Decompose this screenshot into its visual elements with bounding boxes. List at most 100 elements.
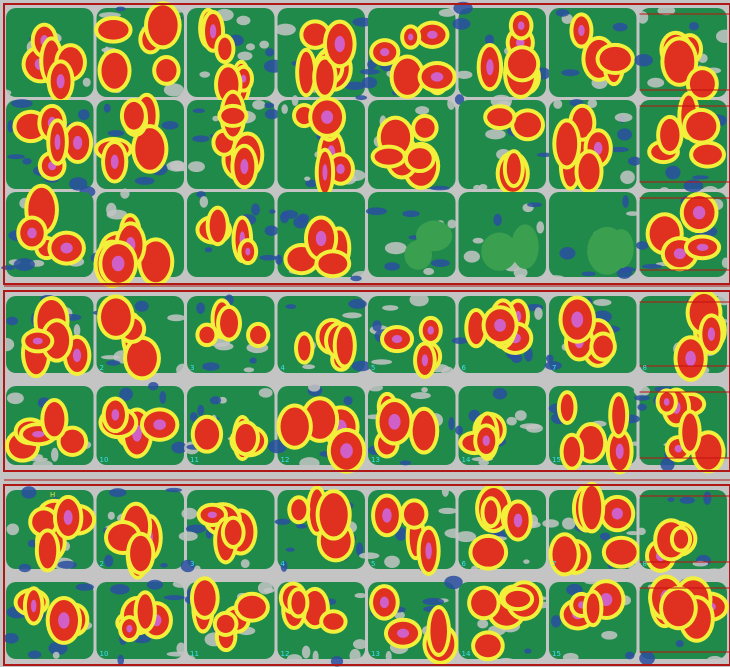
uptake: [582, 486, 601, 530]
uptake: [600, 47, 631, 71]
orientation-marker: H: [50, 491, 55, 499]
slice-label: 11: [190, 650, 199, 658]
noise: [302, 364, 315, 369]
uptake: [335, 36, 345, 52]
uptake: [674, 530, 688, 549]
slice-label: 10: [100, 650, 109, 658]
uptake: [415, 118, 434, 138]
uptake: [195, 419, 219, 450]
uptake: [571, 312, 583, 328]
uptake: [318, 253, 347, 274]
noise: [117, 655, 124, 666]
noise: [350, 276, 361, 282]
uptake: [33, 338, 43, 345]
noise: [282, 210, 299, 219]
noise: [147, 580, 163, 590]
uptake: [578, 153, 599, 189]
noise: [551, 615, 561, 627]
noise: [194, 565, 201, 572]
uptake: [578, 25, 584, 36]
noise: [159, 391, 166, 404]
uptake: [55, 134, 61, 150]
noise: [106, 203, 116, 217]
uptake: [708, 327, 715, 340]
noise: [455, 425, 463, 434]
noise: [275, 24, 296, 36]
noise: [479, 184, 488, 190]
noise: [263, 588, 274, 593]
uptake: [593, 336, 613, 358]
noise: [275, 519, 291, 525]
noise: [542, 519, 559, 527]
uptake: [686, 112, 716, 141]
uptake: [39, 532, 56, 568]
uptake: [404, 502, 424, 525]
uptake: [124, 102, 144, 130]
noise: [366, 207, 387, 215]
noise: [135, 177, 155, 185]
uptake: [486, 59, 493, 75]
noise: [625, 652, 634, 660]
uptake: [483, 435, 490, 446]
noise: [259, 388, 273, 398]
uptake: [111, 155, 119, 169]
noise: [553, 99, 562, 109]
slice-label: 2: [100, 560, 104, 568]
noise: [200, 196, 209, 208]
noise: [269, 209, 275, 214]
uptake: [44, 402, 64, 436]
noise: [293, 216, 308, 228]
noise: [275, 255, 282, 265]
uptake: [471, 590, 497, 617]
noise: [19, 564, 31, 572]
noise: [342, 312, 362, 318]
uptake: [394, 59, 422, 95]
noise: [53, 652, 60, 659]
uptake: [612, 508, 623, 520]
uptake: [316, 231, 326, 246]
noise: [485, 129, 506, 139]
noise: [264, 103, 274, 109]
uptake: [210, 24, 216, 38]
noise: [21, 486, 36, 498]
slice-label: 12: [281, 456, 290, 464]
uptake: [660, 119, 679, 151]
uptake: [518, 21, 525, 30]
uptake: [431, 72, 443, 82]
noise: [400, 460, 411, 465]
uptake: [693, 145, 722, 165]
noise: [173, 580, 189, 588]
noise: [511, 353, 523, 363]
noise: [281, 104, 287, 114]
noise: [199, 71, 210, 77]
noise: [355, 593, 367, 598]
slice-label: 10: [100, 456, 109, 464]
spect-viewer: H 23456781011121314152345678101112131415: [0, 0, 730, 667]
uptake: [32, 431, 44, 437]
noise: [534, 307, 543, 320]
noise: [350, 649, 361, 663]
uptake: [322, 164, 327, 181]
noise: [684, 179, 703, 192]
noise: [110, 584, 130, 594]
noise: [410, 293, 429, 306]
uptake: [564, 437, 581, 467]
noise: [617, 128, 632, 140]
uptake: [73, 136, 82, 150]
noise: [559, 247, 575, 260]
noise: [382, 305, 398, 311]
uptake: [468, 312, 484, 344]
noise: [636, 241, 648, 250]
noise: [642, 264, 662, 269]
noise: [348, 299, 366, 309]
uptake: [31, 600, 36, 613]
slice-label: 2: [100, 364, 104, 372]
noise: [628, 157, 641, 166]
noise: [546, 355, 554, 363]
noise: [11, 99, 33, 108]
uptake: [616, 444, 624, 459]
noise: [170, 160, 185, 170]
noise: [162, 121, 179, 130]
uptake: [337, 327, 353, 365]
uptake: [425, 542, 431, 559]
